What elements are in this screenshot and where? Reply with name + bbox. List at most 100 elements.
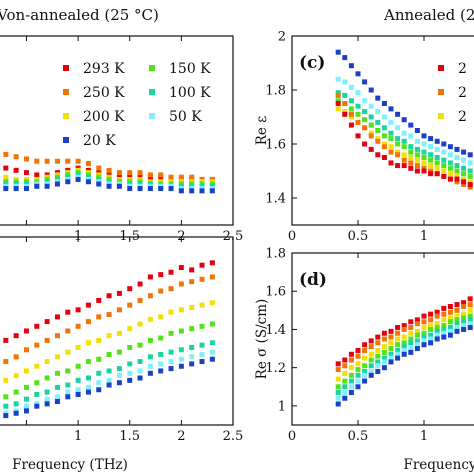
top-right-point (342, 109, 348, 115)
top-right-point (368, 87, 374, 93)
bottom-right-point (348, 390, 354, 396)
bottom-left-point (23, 384, 29, 390)
bottom-left-point (116, 349, 122, 355)
bottom-left-point (96, 356, 102, 362)
bottom-left-point (168, 330, 174, 336)
bottom-right-point (414, 317, 420, 323)
bottom-right-ylabel: Re σ (S/cm) (254, 299, 270, 380)
top-left-legend-label: 250 K (83, 85, 125, 101)
top-right-point (362, 117, 368, 123)
top-left-point (137, 170, 143, 176)
top-right-legend-marker (438, 89, 444, 95)
bottom-left-point (147, 363, 153, 369)
bottom-left-xtick-label: 2 (177, 429, 185, 444)
bottom-right-point (348, 384, 354, 390)
bottom-right-point (362, 342, 368, 348)
bottom-left-point (106, 352, 112, 357)
bottom-right-point (335, 367, 341, 373)
top-left-point (44, 158, 50, 164)
top-right-point (401, 117, 407, 123)
top-left-point (116, 183, 122, 189)
bottom-left-point (65, 349, 71, 355)
top-left-point (23, 170, 29, 176)
bottom-right-point (421, 334, 427, 340)
bottom-right-point (447, 332, 453, 338)
bottom-right-point (441, 305, 447, 311)
top-right-point (348, 111, 354, 117)
bottom-left-point (137, 359, 143, 365)
top-right-xtick-label: 0.5 (348, 229, 369, 244)
top-right-point (335, 90, 341, 96)
bottom-left-point (189, 361, 195, 367)
top-right-xtick-label: 1 (420, 229, 428, 244)
top-left-point (127, 186, 133, 192)
top-left-point (158, 186, 164, 192)
bottom-right-xlabel: Frequency (403, 457, 474, 473)
top-right-point (342, 101, 348, 106)
top-right-point (342, 92, 348, 98)
top-right-point (467, 160, 473, 166)
top-right-point (381, 101, 387, 106)
bottom-left-point (85, 319, 91, 325)
bottom-left-point (178, 307, 184, 313)
top-right-point (368, 122, 374, 128)
bottom-right-point (401, 334, 407, 340)
bottom-left-point (75, 363, 81, 369)
bottom-right-point (368, 351, 374, 357)
bottom-right-point (414, 332, 420, 338)
bottom-left-point (85, 384, 91, 390)
bottom-right-point (401, 344, 407, 350)
bottom-left-point (158, 335, 164, 341)
top-right-point (467, 182, 473, 187)
top-left-legend-label: 50 K (169, 109, 202, 125)
bottom-left-point (54, 370, 60, 376)
bottom-left-point (158, 314, 164, 320)
bottom-left-point (96, 337, 102, 343)
bottom-right-point (355, 353, 361, 359)
top-right-point (447, 165, 453, 171)
bottom-right-point (342, 363, 348, 369)
top-left-frame (0, 35, 234, 226)
bottom-left-point (199, 302, 205, 308)
bottom-right-point (362, 355, 368, 361)
bottom-right-point (434, 309, 440, 315)
top-right-point (348, 98, 354, 104)
bottom-right-xtick-label: 1 (420, 429, 428, 444)
bottom-left-point (106, 333, 112, 339)
top-right-point (395, 136, 401, 142)
top-right-point (368, 130, 374, 136)
bottom-left-point (158, 361, 164, 367)
bottom-right-point (447, 328, 453, 334)
top-left-legend-marker (149, 89, 155, 95)
top-right-legend-label: 2 (458, 109, 467, 125)
bottom-right-point (375, 334, 381, 340)
bottom-left-point (44, 389, 50, 395)
top-left-point (199, 188, 205, 194)
bottom-right-point (342, 390, 348, 396)
bottom-left-point (127, 344, 133, 350)
bottom-left-point (147, 293, 153, 299)
bottom-left-point (116, 366, 122, 372)
bottom-right-point (434, 336, 440, 342)
top-left-point (137, 186, 143, 192)
bottom-right-point (428, 326, 434, 332)
bottom-right-point (421, 319, 427, 325)
top-left-point (34, 183, 40, 189)
bottom-right-point (408, 340, 414, 346)
bottom-left-point (3, 377, 9, 383)
bottom-right-point (434, 313, 440, 319)
top-left-legend-marker (149, 65, 155, 71)
bottom-right-point (388, 328, 394, 334)
bottom-left-point (209, 300, 215, 306)
header-left: Von-annealed (25 °C) (0, 6, 159, 24)
bottom-right-point (441, 326, 447, 332)
top-right-point (461, 165, 467, 171)
bottom-right-xtick-label: 0 (288, 429, 296, 444)
top-left-point (65, 158, 71, 164)
bottom-right-point (421, 325, 427, 331)
bottom-right-point (414, 346, 420, 352)
top-right-point (428, 157, 434, 163)
bottom-right-point (441, 311, 447, 317)
bottom-left-point (147, 370, 153, 376)
bottom-right-point (467, 313, 473, 319)
